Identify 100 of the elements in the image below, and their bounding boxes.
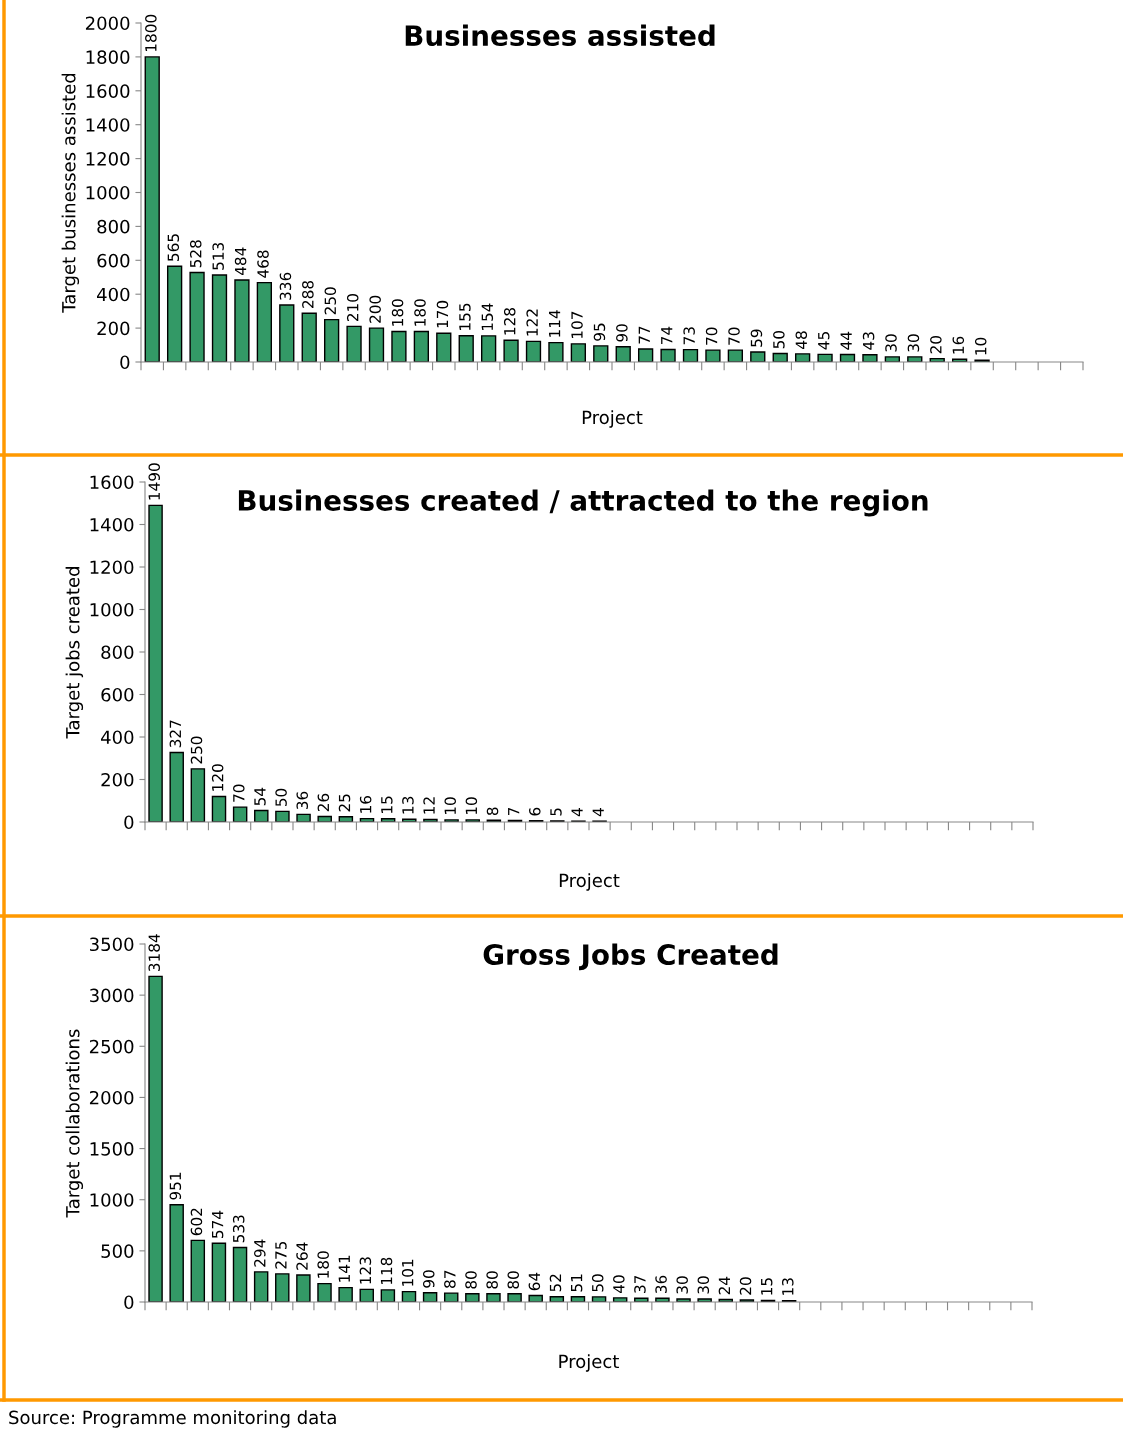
y-tick-label: 1500 [90,1142,134,1156]
y-tick-label: 1200 [90,560,134,575]
data-label: 336 [279,272,292,300]
data-label: 10 [974,337,987,355]
data-label: 87 [444,1270,456,1288]
data-label: 122 [526,309,538,336]
y-tick-label: 0 [120,355,130,370]
y-tick-label: 800 [97,219,130,234]
data-label: 30 [697,1276,710,1294]
y-tick-label: 1600 [86,84,130,98]
data-label: 90 [616,324,628,342]
chart-title: Businesses assisted [405,24,715,47]
y-tick-label: 200 [101,772,134,787]
y-axis-title: Target jobs created [65,567,84,739]
data-label: 275 [275,1241,287,1269]
data-label: 107 [571,311,583,339]
data-label: 154 [481,303,494,331]
data-label: 327 [169,720,182,748]
data-label: 128 [503,308,516,335]
data-label: 288 [302,280,314,308]
data-label: 54 [254,787,266,806]
data-label: 77 [638,326,650,344]
data-label: 26 [317,793,330,812]
data-label: 141 [338,1255,350,1282]
data-label: 294 [254,1239,266,1267]
y-tick-label: 3000 [90,988,134,1003]
y-tick-label: 400 [101,730,134,745]
y-tick-label: 1000 [90,1193,134,1207]
data-label: 210 [346,294,359,322]
data-label: 180 [317,1251,329,1278]
data-label: 120 [211,764,224,791]
y-axis-title: Target businesses assisted [61,73,80,313]
y-tick-label: 1600 [90,475,134,490]
data-label: 40 [613,1275,625,1293]
data-label: 37 [634,1275,646,1293]
y-tick-label: 2500 [89,1039,134,1054]
data-label: 50 [773,330,785,349]
data-label: 180 [391,299,404,326]
data-label: 24 [718,1276,730,1295]
y-tick-label: 3500 [90,937,134,952]
data-label: 64 [528,1272,541,1291]
data-label: 8 [486,807,499,816]
data-label: 1490 [148,463,160,500]
y-tick-label: 1400 [86,118,130,132]
data-label: 114 [549,310,561,337]
data-label: 484 [234,247,247,276]
data-label: 574 [211,1210,224,1238]
y-tick-label: 2000 [85,16,130,31]
y-tick-label: 1000 [90,602,134,617]
data-label: 602 [190,1208,203,1236]
data-label: 59 [750,329,763,347]
data-label: 951 [169,1172,182,1200]
data-label: 7 [508,807,520,816]
data-label: 13 [402,796,414,814]
data-label: 264 [296,1242,308,1270]
data-label: 13 [782,1278,794,1295]
data-label: 155 [459,303,471,330]
data-label: 50 [275,788,287,807]
x-axis-title: Project [559,873,620,891]
data-label: 513 [212,242,224,270]
data-label: 80 [507,1271,520,1289]
data-label: 6 [529,807,541,816]
data-label: 52 [549,1274,562,1292]
y-tick-label: 2000 [89,1090,134,1105]
data-label: 45 [818,332,830,350]
data-label: 25 [338,794,351,812]
data-label: 565 [167,234,180,261]
x-axis-title: Project [559,1354,619,1372]
y-tick-label: 1000 [86,185,130,200]
data-label: 16 [952,336,965,354]
data-label: 12 [423,797,435,814]
y-axis-title: Target collaborations [65,1029,84,1218]
chart-title: Businesses created / attracted to the region [238,489,928,517]
data-label: 15 [761,1278,773,1295]
y-tick-label: 0 [124,1295,134,1310]
y-tick-label: 200 [97,321,130,336]
data-label: 250 [324,287,337,315]
data-label: 170 [436,300,449,328]
data-label: 15 [381,796,393,813]
data-label: 533 [232,1215,245,1243]
data-label: 51 [571,1274,583,1292]
data-label: 36 [655,1275,667,1293]
data-label: 95 [593,323,606,341]
data-label: 80 [465,1271,477,1289]
data-label: 4 [571,808,583,817]
data-label: 70 [705,327,718,345]
data-label: 43 [862,332,875,350]
chart-title: Gross Jobs Created [483,943,778,971]
data-label: 30 [907,334,920,352]
data-label: 101 [401,1259,414,1286]
data-label: 70 [233,784,245,802]
data-label: 468 [257,250,269,278]
data-label: 36 [296,791,308,810]
y-tick-label: 1200 [86,152,130,166]
data-label: 20 [930,336,942,354]
data-label: 123 [359,1257,372,1284]
y-tick-label: 1800 [86,50,130,65]
data-label: 30 [885,334,897,352]
data-label: 200 [369,295,381,323]
data-label: 16 [359,795,372,813]
